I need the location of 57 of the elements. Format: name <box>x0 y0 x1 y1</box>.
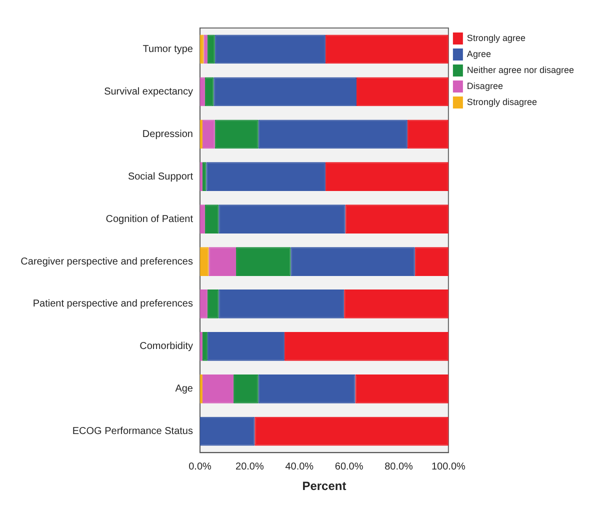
x-tick-label: 60.0% <box>334 461 364 472</box>
bar <box>344 290 448 318</box>
bar <box>214 77 357 106</box>
bar <box>325 34 448 64</box>
y-tick-label: ECOG Performance Status <box>72 426 193 438</box>
y-tick-label: Caregiver perspective and preferences <box>20 256 193 268</box>
bar <box>258 120 408 149</box>
bar <box>355 374 448 404</box>
y-tick-label: Comorbidity <box>140 341 193 352</box>
bar <box>258 374 356 404</box>
legend-label: Strongly agree <box>466 32 526 43</box>
bar <box>200 290 208 318</box>
x-tick-label: 80.0% <box>384 461 414 472</box>
bar <box>202 332 208 361</box>
bar <box>290 247 415 276</box>
bar <box>414 247 448 276</box>
bar <box>284 332 448 361</box>
x-axis-title: Percent <box>302 479 346 494</box>
bar <box>325 162 448 192</box>
bar <box>218 290 344 318</box>
bar <box>204 204 219 234</box>
bar <box>254 416 448 446</box>
bar <box>208 247 236 276</box>
legend-label: Strongly disagree <box>466 96 537 107</box>
bar <box>200 77 205 106</box>
legend-label: Agree <box>466 48 491 59</box>
bar <box>204 77 214 106</box>
bar <box>207 290 219 318</box>
x-tick-label: 100.0% <box>431 461 466 472</box>
y-tick-label: Survival expectancy <box>104 86 193 98</box>
bar <box>202 374 234 404</box>
bar <box>207 34 215 64</box>
bar <box>202 120 215 149</box>
bar <box>236 247 291 276</box>
x-tick-label: 40.0% <box>285 461 314 472</box>
bar <box>345 204 448 234</box>
y-tick-label: Patient perspective and preferences <box>32 298 193 310</box>
legend-label: Neither agree nor disagree <box>466 64 574 75</box>
bar <box>200 416 255 446</box>
bar <box>234 374 258 404</box>
bar <box>214 120 258 149</box>
y-tick-label: Social Support <box>128 171 194 182</box>
bar <box>218 204 346 234</box>
bar <box>407 120 448 149</box>
x-tick-label: 0.0% <box>188 461 212 472</box>
y-tick-label: Age <box>175 384 194 395</box>
bar <box>200 247 209 276</box>
y-tick-label: Tumor type <box>142 44 194 55</box>
bar <box>206 162 326 192</box>
legend-label: Disagree <box>466 80 503 91</box>
bar <box>207 332 284 361</box>
y-tick-label: Depression <box>142 128 193 140</box>
bar <box>200 204 205 234</box>
x-tick-label: 20.0% <box>236 461 264 472</box>
y-tick-label: Cognition of Patient <box>106 214 194 225</box>
bar <box>214 34 326 64</box>
bar <box>356 77 448 106</box>
